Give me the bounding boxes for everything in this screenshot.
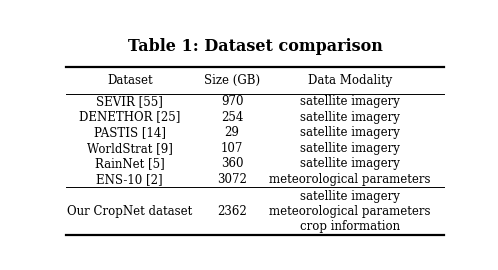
Text: 254: 254 <box>221 111 243 124</box>
Text: 360: 360 <box>221 157 244 170</box>
Text: 29: 29 <box>225 126 240 139</box>
Text: meteorological parameters: meteorological parameters <box>269 173 431 186</box>
Text: PASTIS [14]: PASTIS [14] <box>94 126 166 139</box>
Text: Size (GB): Size (GB) <box>204 74 260 87</box>
Text: 107: 107 <box>221 142 243 155</box>
Text: Dataset: Dataset <box>107 74 152 87</box>
Text: satellite imagery: satellite imagery <box>300 111 400 124</box>
Text: 3072: 3072 <box>217 173 247 186</box>
Text: Table 1: Dataset comparison: Table 1: Dataset comparison <box>128 38 382 55</box>
Text: satellite imagery: satellite imagery <box>300 95 400 108</box>
Text: satellite imagery: satellite imagery <box>300 126 400 139</box>
Text: meteorological parameters: meteorological parameters <box>269 205 431 218</box>
Text: 2362: 2362 <box>217 205 247 218</box>
Text: RainNet [5]: RainNet [5] <box>95 157 165 170</box>
Text: crop information: crop information <box>300 220 400 233</box>
Text: satellite imagery: satellite imagery <box>300 142 400 155</box>
Text: WorldStrat [9]: WorldStrat [9] <box>87 142 173 155</box>
Text: DENETHOR [25]: DENETHOR [25] <box>79 111 180 124</box>
Text: satellite imagery: satellite imagery <box>300 157 400 170</box>
Text: Our CropNet dataset: Our CropNet dataset <box>67 205 192 218</box>
Text: Data Modality: Data Modality <box>308 74 392 87</box>
Text: SEVIR [55]: SEVIR [55] <box>96 95 163 108</box>
Text: 970: 970 <box>221 95 244 108</box>
Text: ENS-10 [2]: ENS-10 [2] <box>97 173 163 186</box>
Text: satellite imagery: satellite imagery <box>300 190 400 203</box>
